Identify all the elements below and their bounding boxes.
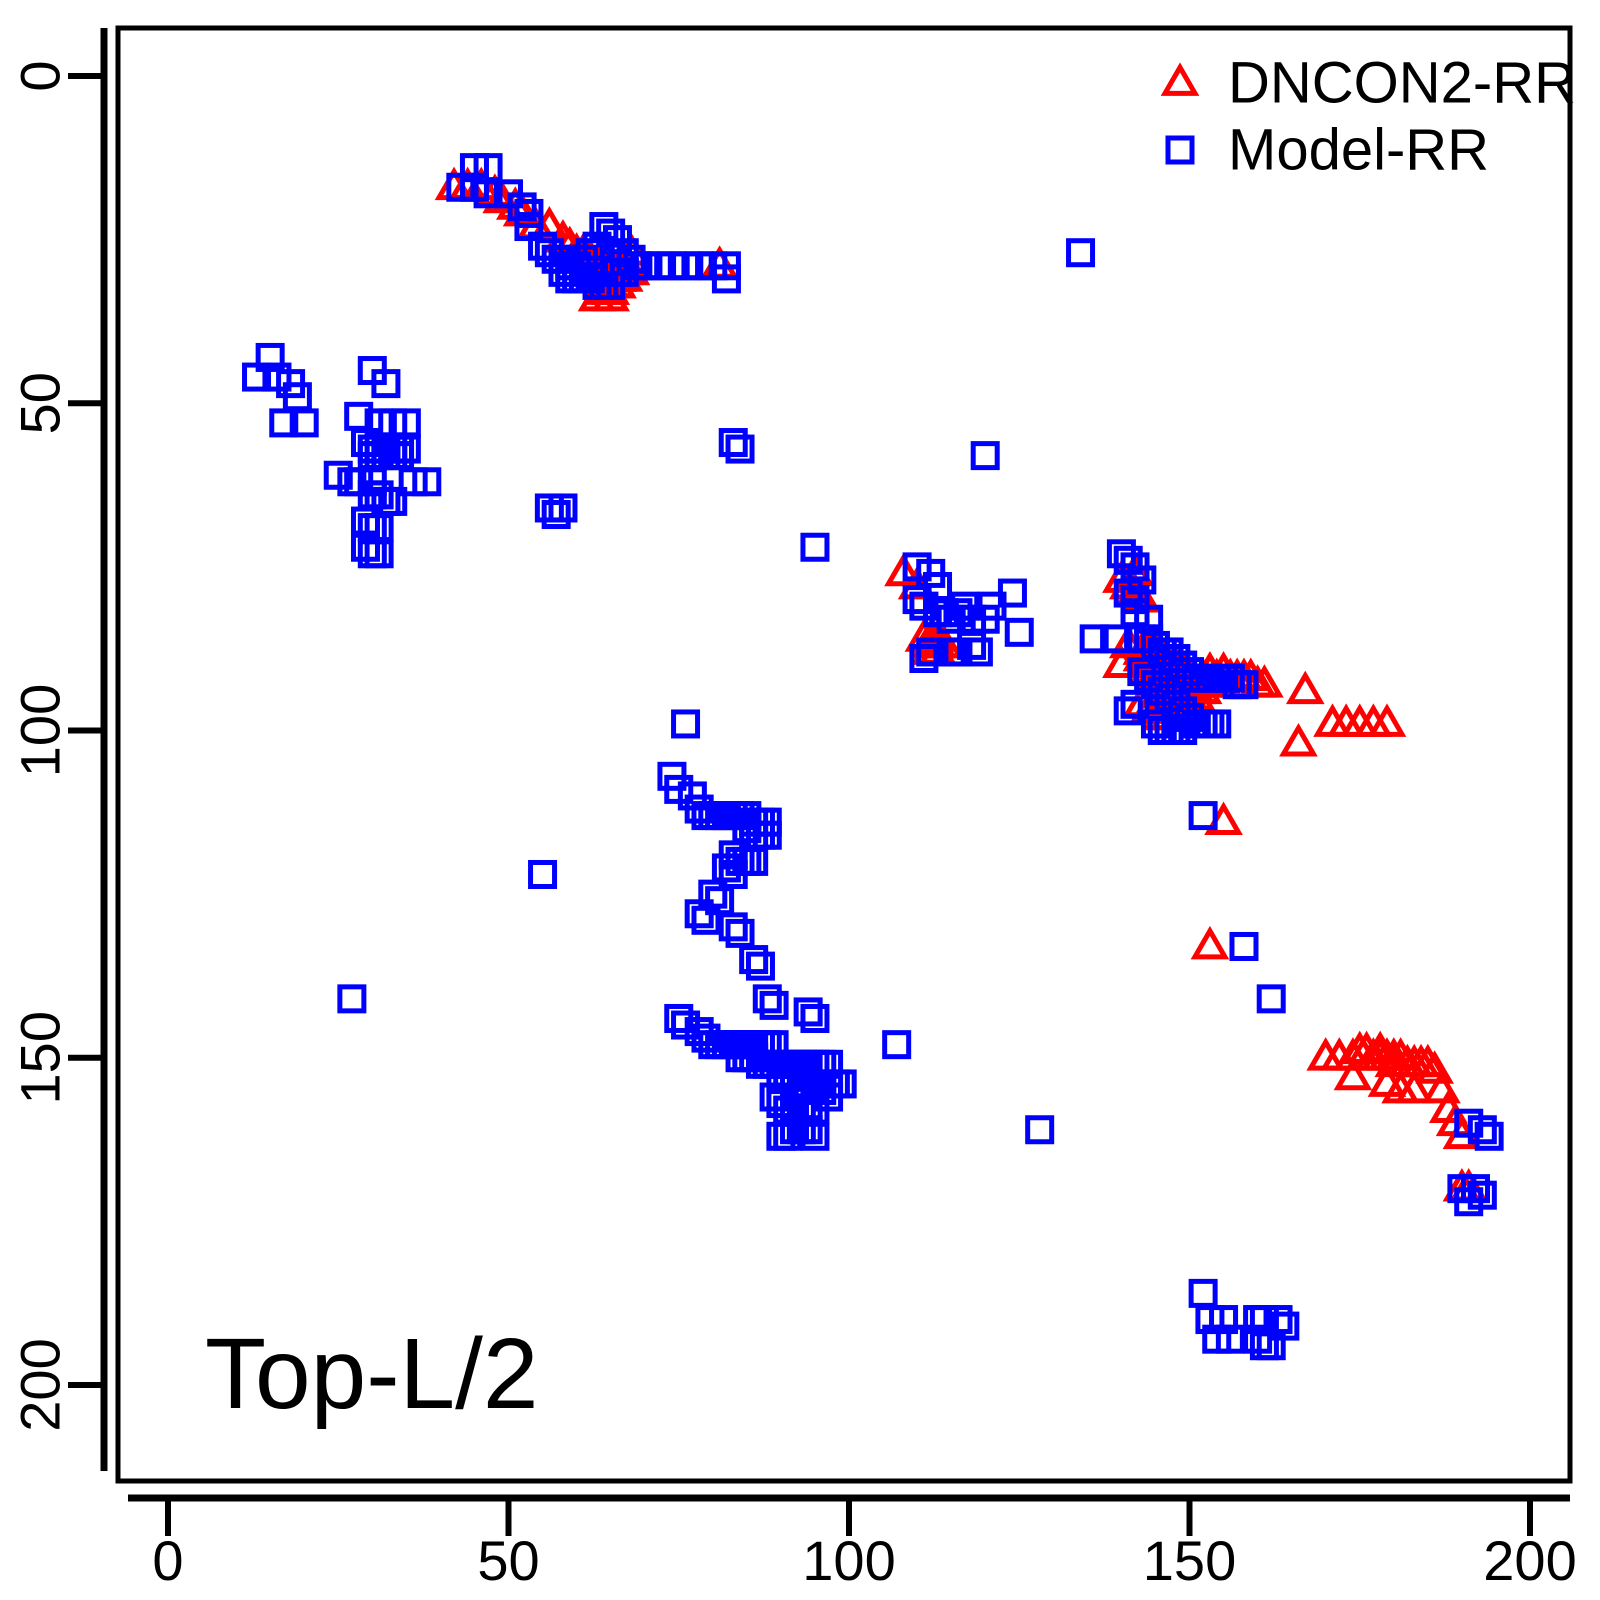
y-axis: 0 50 100 150 200	[9, 28, 108, 1471]
data-point-square	[718, 428, 748, 458]
data-point-square	[289, 408, 319, 438]
data-point-square	[364, 539, 394, 569]
data-point-triangle	[1367, 703, 1407, 737]
data-point-square	[1467, 1115, 1497, 1145]
data-point-triangle	[884, 552, 923, 587]
data-point-square	[1474, 1121, 1504, 1151]
x-tick-label: 0	[152, 1529, 183, 1592]
data-point-square	[541, 500, 571, 530]
data-point-square	[800, 532, 830, 562]
x-axis: 0 50 100 150 200	[128, 1494, 1577, 1592]
data-point-square	[1004, 617, 1034, 647]
y-tick-label: 0	[9, 60, 72, 91]
data-point-square	[1229, 670, 1259, 700]
data-point-square	[1454, 1187, 1484, 1217]
data-point-triangle	[1408, 1043, 1448, 1078]
data-point-square	[1168, 716, 1198, 745]
data-point-square	[1188, 801, 1218, 831]
data-point-square	[882, 1030, 912, 1060]
y-tick-label: 200	[9, 1338, 72, 1431]
data-point-triangle	[1279, 723, 1318, 757]
data-point-square	[1202, 709, 1232, 739]
data-point-square	[773, 1121, 803, 1151]
data-point-square	[1256, 1331, 1286, 1361]
data-point-square	[970, 441, 1000, 471]
data-point-square	[242, 362, 272, 392]
data-point-square	[752, 984, 782, 1014]
data-point-square	[1025, 1115, 1055, 1145]
data-point-square	[1113, 696, 1143, 726]
data-point-square	[800, 1003, 830, 1033]
data-point-square	[1256, 984, 1286, 1014]
data-point-triangle	[1422, 1069, 1461, 1104]
data-point-square	[793, 997, 823, 1027]
data-point-square	[691, 905, 721, 935]
data-point-square	[548, 493, 578, 523]
series-dncon2-rr	[434, 166, 1489, 1202]
data-point-square	[963, 637, 993, 667]
data-point-triangle	[1333, 1037, 1373, 1071]
y-tick-label: 150	[9, 1011, 72, 1104]
data-point-triangle	[1190, 925, 1230, 960]
data-point-square	[1188, 1278, 1218, 1308]
data-point-square	[473, 179, 503, 209]
data-point-square	[718, 912, 748, 942]
data-point-square	[997, 578, 1027, 608]
data-point-square	[725, 918, 755, 948]
data-point-square	[909, 644, 939, 674]
plot-frame	[115, 25, 1573, 1484]
legend-label: Model-RR	[1228, 118, 1489, 183]
data-point-square	[814, 1082, 844, 1112]
legend-label: DNCON2-RR	[1228, 51, 1576, 116]
legend-marker-triangle	[1160, 62, 1200, 96]
plot-annotation: Top-L/2	[205, 1318, 539, 1430]
data-point-triangle	[1285, 670, 1325, 705]
data-point-square	[807, 1075, 837, 1105]
data-point-square	[671, 709, 701, 739]
data-point-square	[793, 1115, 823, 1145]
data-point-triangle	[1333, 1056, 1373, 1091]
x-tick-label: 200	[1483, 1529, 1576, 1592]
data-point-square	[1229, 931, 1259, 961]
data-point-square	[916, 637, 946, 667]
y-tick-label: 50	[9, 372, 72, 434]
data-point-square	[1209, 1305, 1239, 1335]
data-point-square	[337, 984, 367, 1014]
data-point-square	[528, 859, 558, 889]
series-model-rr	[242, 153, 1504, 1361]
data-point-square	[745, 951, 775, 981]
data-point-square	[684, 899, 714, 929]
data-point-square	[357, 539, 387, 569]
x-tick-label: 150	[1143, 1529, 1236, 1592]
data-point-square	[936, 637, 966, 667]
data-point-square	[739, 945, 769, 975]
data-point-square	[1215, 1324, 1245, 1354]
data-point-square	[1066, 238, 1096, 268]
data-point-square	[269, 408, 299, 438]
y-tick-label: 100	[9, 684, 72, 777]
data-point-square	[725, 434, 755, 464]
data-point-square	[1120, 689, 1150, 719]
data-point-square	[800, 1121, 830, 1151]
data-point-triangle	[1415, 1050, 1454, 1084]
data-point-square	[507, 192, 537, 222]
data-point-square	[711, 264, 741, 294]
data-point-square	[1113, 578, 1143, 608]
x-tick-label: 100	[802, 1529, 895, 1592]
data-point-square	[568, 264, 598, 294]
x-tick-label: 50	[477, 1529, 539, 1592]
data-point-square	[1079, 624, 1109, 654]
data-point-triangle	[1394, 1069, 1434, 1104]
data-point-square	[609, 257, 639, 287]
legend-marker-square	[1165, 135, 1195, 165]
data-point-square	[1100, 624, 1130, 654]
data-point-square	[759, 990, 789, 1020]
data-point-square	[371, 369, 401, 399]
data-point-square	[412, 467, 442, 497]
